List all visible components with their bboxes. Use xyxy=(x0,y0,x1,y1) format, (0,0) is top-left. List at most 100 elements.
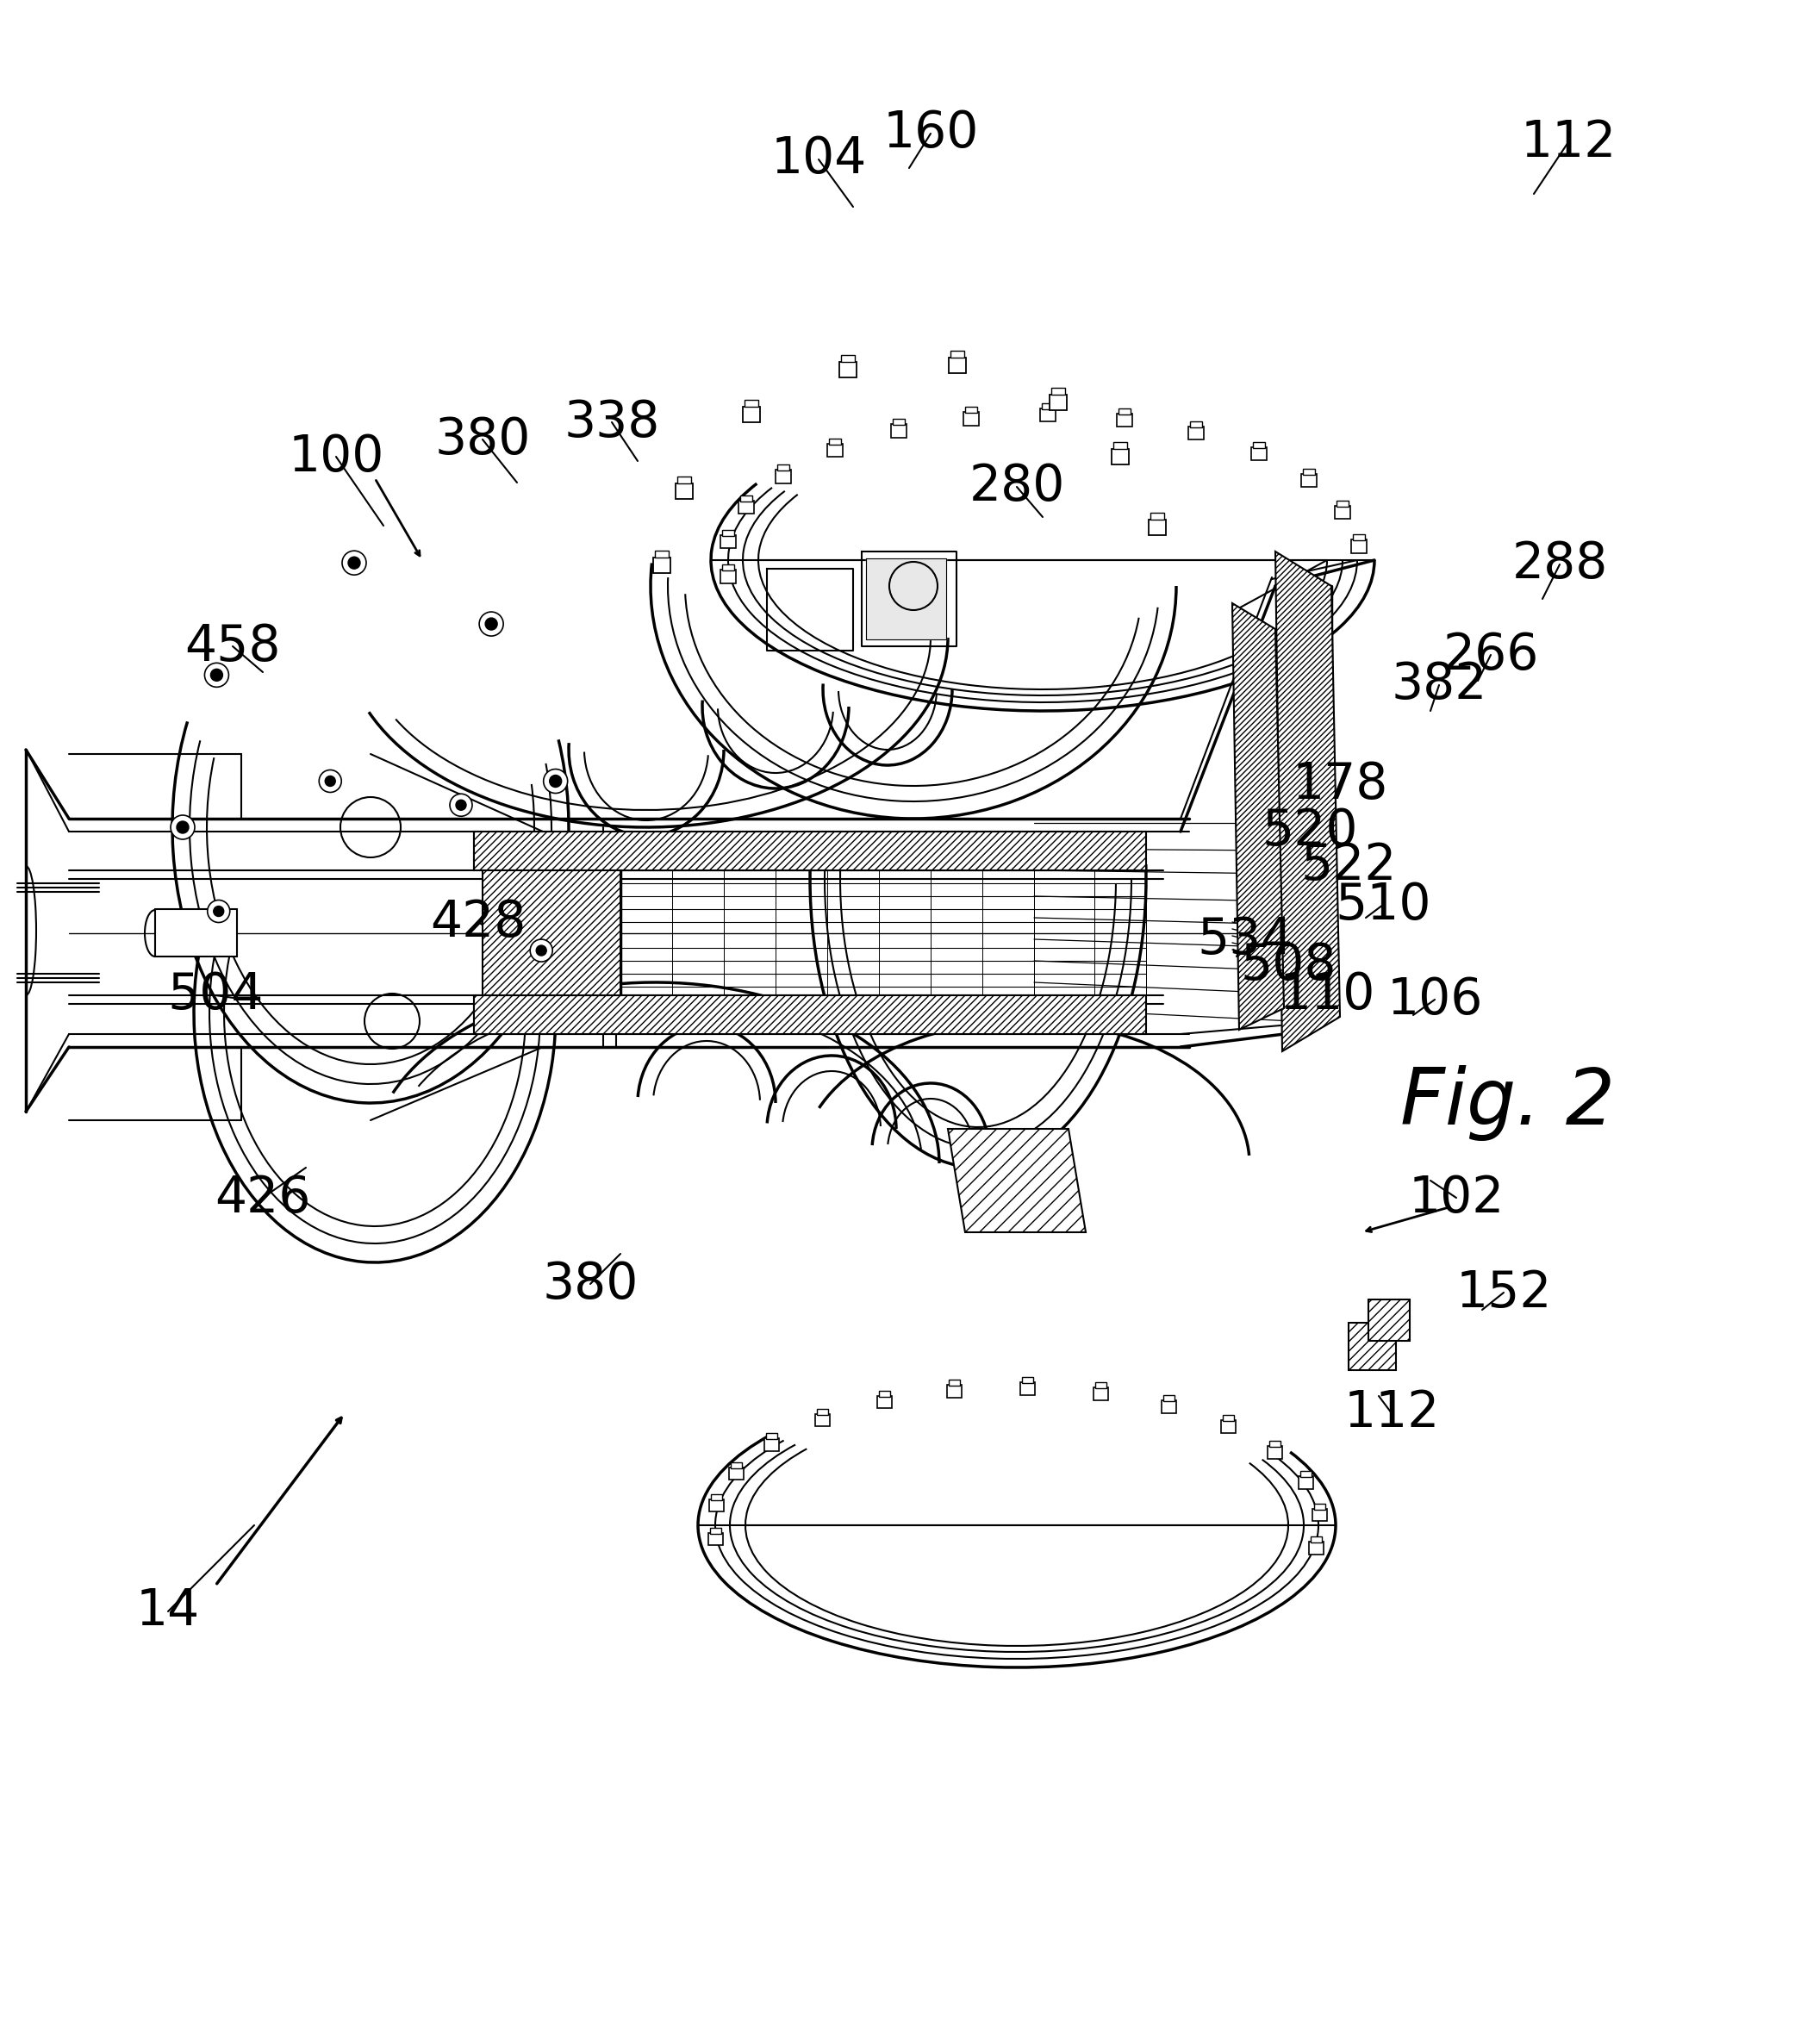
Bar xyxy=(1222,1414,1234,1421)
Bar xyxy=(1335,505,1350,519)
Bar xyxy=(1093,1388,1108,1400)
Bar xyxy=(473,832,1146,871)
Bar xyxy=(1303,468,1315,474)
Bar xyxy=(817,1408,828,1414)
Text: 382: 382 xyxy=(1391,660,1487,709)
Polygon shape xyxy=(1232,603,1285,1030)
Polygon shape xyxy=(949,1128,1086,1233)
Bar xyxy=(1149,519,1166,536)
Bar xyxy=(728,1468,743,1480)
Circle shape xyxy=(177,822,188,834)
Text: 288: 288 xyxy=(1512,540,1608,589)
Bar xyxy=(1052,388,1064,394)
Bar xyxy=(744,399,757,407)
Circle shape xyxy=(450,793,472,816)
Bar xyxy=(1021,1382,1035,1394)
Text: 428: 428 xyxy=(430,897,526,946)
Bar xyxy=(1352,536,1364,542)
Bar xyxy=(721,536,735,548)
Bar xyxy=(1111,450,1129,464)
Circle shape xyxy=(544,769,567,793)
Bar xyxy=(965,407,978,413)
Text: 178: 178 xyxy=(1292,760,1388,809)
Text: 266: 266 xyxy=(1442,630,1540,679)
Bar xyxy=(1164,1396,1175,1402)
Text: 14: 14 xyxy=(136,1586,201,1635)
Bar xyxy=(1352,540,1366,554)
Bar xyxy=(730,1461,741,1468)
Bar xyxy=(1117,413,1133,427)
Bar xyxy=(1220,1421,1236,1433)
Text: 100: 100 xyxy=(287,431,385,480)
Circle shape xyxy=(213,905,224,916)
Text: 106: 106 xyxy=(1386,975,1484,1024)
Bar xyxy=(741,495,754,501)
Bar xyxy=(1348,1322,1397,1369)
Bar xyxy=(878,1390,889,1396)
Circle shape xyxy=(479,611,504,636)
Bar xyxy=(949,358,967,374)
Bar xyxy=(1023,1378,1034,1384)
Bar xyxy=(1162,1400,1176,1412)
Circle shape xyxy=(170,816,195,840)
Bar xyxy=(876,1396,891,1408)
Text: Fig. 2: Fig. 2 xyxy=(1400,1065,1615,1141)
Text: 510: 510 xyxy=(1335,881,1431,930)
Bar xyxy=(1299,1472,1312,1478)
Text: 160: 160 xyxy=(882,108,979,157)
Text: 338: 338 xyxy=(564,399,660,448)
Bar xyxy=(676,482,694,499)
Bar xyxy=(775,470,791,482)
Text: 508: 508 xyxy=(1240,940,1337,989)
Bar xyxy=(1301,474,1315,486)
Bar xyxy=(1312,1508,1326,1521)
Bar xyxy=(1119,409,1131,415)
Circle shape xyxy=(486,617,497,630)
Text: 110: 110 xyxy=(1279,971,1375,1020)
Text: 522: 522 xyxy=(1301,842,1397,891)
Bar xyxy=(764,1439,779,1451)
Bar xyxy=(1308,1541,1323,1553)
Bar xyxy=(739,501,754,513)
Bar xyxy=(1250,448,1267,460)
Bar xyxy=(721,570,735,583)
Polygon shape xyxy=(1276,552,1341,1051)
Text: 534: 534 xyxy=(1196,916,1294,965)
Bar xyxy=(1041,409,1055,421)
Circle shape xyxy=(204,662,229,687)
Text: 104: 104 xyxy=(770,135,867,184)
Text: 504: 504 xyxy=(168,971,264,1020)
Bar xyxy=(777,464,790,470)
Bar xyxy=(1151,513,1164,519)
Text: 112: 112 xyxy=(1520,119,1615,168)
Bar xyxy=(743,407,759,421)
Bar xyxy=(1050,394,1066,411)
Bar xyxy=(840,362,857,378)
Text: 152: 152 xyxy=(1456,1267,1552,1316)
Bar xyxy=(1189,427,1203,439)
Bar xyxy=(1113,442,1128,450)
Polygon shape xyxy=(866,558,947,640)
Text: 426: 426 xyxy=(215,1173,311,1222)
Circle shape xyxy=(320,771,342,793)
Circle shape xyxy=(325,777,336,787)
Bar xyxy=(712,1494,723,1500)
Bar xyxy=(1299,1476,1314,1488)
Text: 520: 520 xyxy=(1261,807,1357,856)
Bar xyxy=(1337,501,1348,507)
Bar xyxy=(1310,1537,1321,1543)
Circle shape xyxy=(211,668,222,681)
Text: 102: 102 xyxy=(1408,1173,1503,1222)
Circle shape xyxy=(529,940,553,963)
Bar xyxy=(473,995,1146,1034)
Bar xyxy=(1252,442,1265,448)
Bar xyxy=(1269,1441,1279,1447)
Circle shape xyxy=(455,799,466,809)
Circle shape xyxy=(208,899,229,922)
Bar xyxy=(829,439,840,446)
Circle shape xyxy=(342,550,367,574)
Bar xyxy=(721,529,734,536)
Bar xyxy=(815,1414,829,1427)
Text: 112: 112 xyxy=(1344,1388,1440,1437)
Bar xyxy=(710,1500,725,1513)
